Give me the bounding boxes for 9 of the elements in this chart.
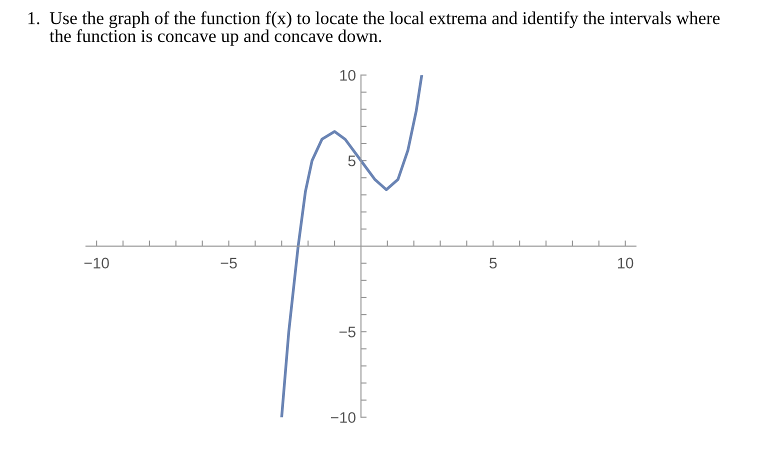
y-tick-label: 10 bbox=[340, 70, 356, 81]
y-tick-label: 5 bbox=[348, 156, 356, 166]
x-tick-label: −10 bbox=[84, 258, 109, 268]
y-tick-label: −5 bbox=[339, 326, 356, 338]
x-tick-label: 5 bbox=[490, 258, 497, 268]
y-tick-label: −10 bbox=[330, 412, 356, 423]
x-tick-label: −5 bbox=[220, 258, 237, 268]
chart-title: 1. Use the graph of the function f(x) to locate the local extrema and identify the intervals where the function is concave up and concave down. bbox=[28, 11, 720, 46]
x-tick-label: 10 bbox=[618, 258, 634, 268]
